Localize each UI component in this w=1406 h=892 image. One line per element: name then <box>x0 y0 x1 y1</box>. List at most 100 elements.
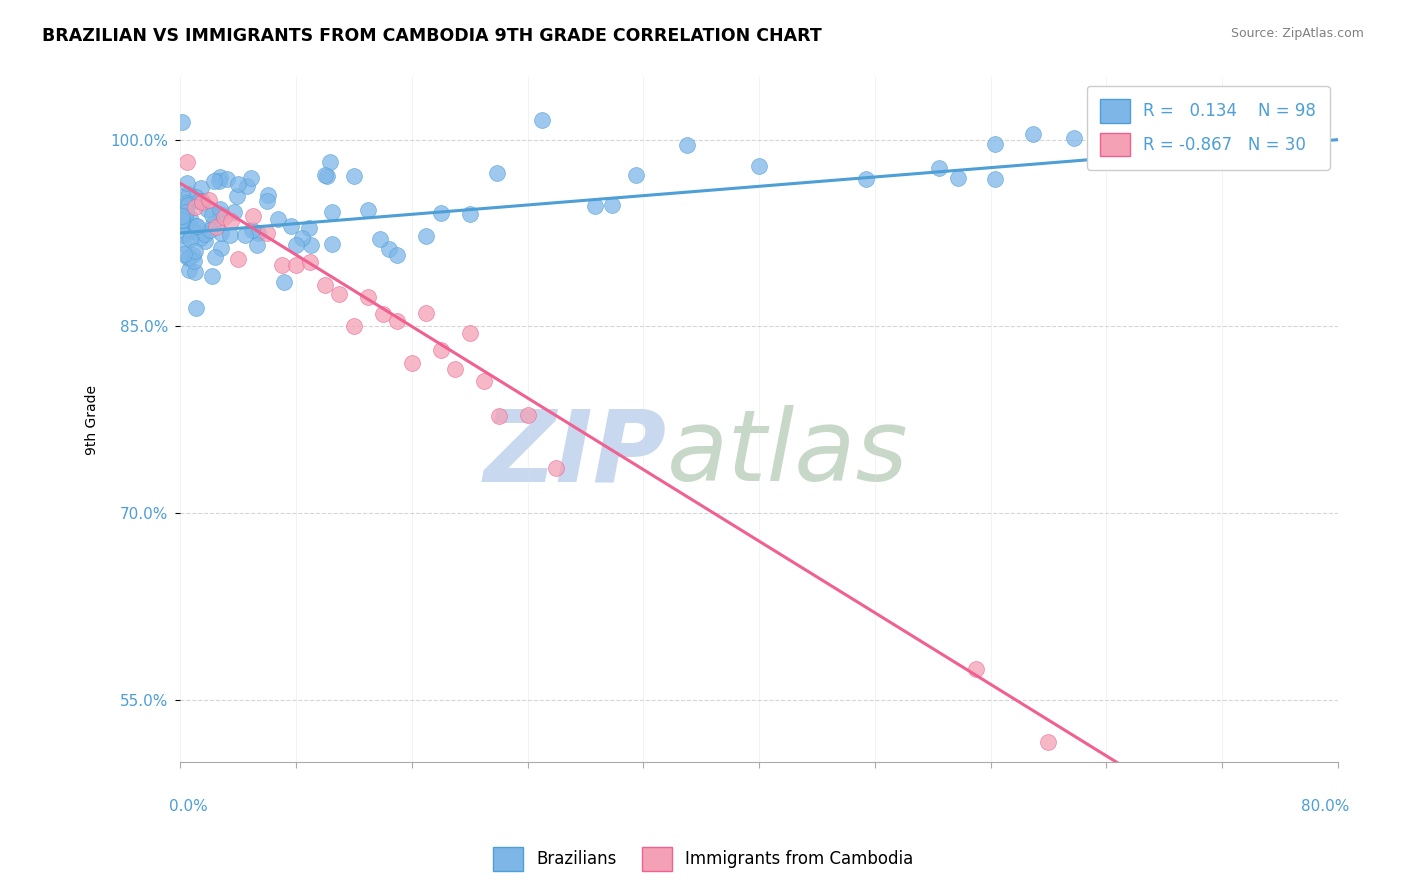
Point <box>184 265 207 279</box>
Point <box>204 251 226 265</box>
Point <box>291 231 314 245</box>
Text: 0.0%: 0.0% <box>169 799 208 814</box>
Point <box>486 166 509 180</box>
Point <box>176 176 198 190</box>
Point <box>202 174 225 188</box>
Point <box>315 169 337 183</box>
Legend: R =   0.134    N = 98, R = -0.867   N = 30: R = 0.134 N = 98, R = -0.867 N = 30 <box>1087 86 1330 169</box>
Point <box>172 214 194 228</box>
Point <box>208 174 231 188</box>
Point <box>190 194 212 209</box>
Point <box>209 226 232 240</box>
Point <box>219 228 242 243</box>
Point <box>675 138 697 153</box>
Point <box>285 258 308 272</box>
Point <box>1153 111 1175 125</box>
Point <box>217 172 239 186</box>
Point <box>198 193 221 207</box>
Point <box>188 194 211 209</box>
Point <box>415 229 437 244</box>
Point <box>855 171 877 186</box>
Text: Source: ZipAtlas.com: Source: ZipAtlas.com <box>1230 27 1364 40</box>
Point <box>198 222 221 236</box>
Point <box>201 217 224 231</box>
Point <box>179 211 201 225</box>
Point <box>180 220 202 235</box>
Point <box>219 214 242 228</box>
Point <box>429 206 451 220</box>
Point <box>928 161 950 175</box>
Point <box>546 461 568 475</box>
Point <box>600 198 623 212</box>
Point <box>236 178 259 193</box>
Point <box>191 195 214 210</box>
Point <box>184 301 207 315</box>
Point <box>368 232 391 246</box>
Point <box>267 212 290 227</box>
Point <box>194 227 217 241</box>
Point <box>176 252 198 266</box>
Point <box>429 343 451 357</box>
Point <box>415 306 437 320</box>
Point <box>748 159 770 173</box>
Point <box>458 326 481 341</box>
Text: 80.0%: 80.0% <box>1301 799 1350 814</box>
Point <box>387 248 409 262</box>
Point <box>177 250 200 264</box>
Point <box>321 204 343 219</box>
Point <box>530 112 553 127</box>
Point <box>343 318 366 333</box>
Point <box>488 409 510 424</box>
Point <box>343 169 366 184</box>
Point <box>174 205 197 219</box>
Point <box>371 307 394 321</box>
Point <box>190 181 212 195</box>
Point <box>1109 129 1132 144</box>
Point <box>177 263 200 277</box>
Point <box>177 198 200 212</box>
Text: BRAZILIAN VS IMMIGRANTS FROM CAMBODIA 9TH GRADE CORRELATION CHART: BRAZILIAN VS IMMIGRANTS FROM CAMBODIA 9T… <box>42 27 823 45</box>
Point <box>172 189 194 203</box>
Text: ZIP: ZIP <box>484 405 666 502</box>
Point <box>183 254 205 268</box>
Point <box>176 196 198 211</box>
Point <box>401 356 423 370</box>
Point <box>280 219 302 234</box>
Point <box>170 213 193 227</box>
Point <box>209 241 232 255</box>
Point <box>246 238 269 252</box>
Point <box>183 244 205 258</box>
Point <box>172 209 194 223</box>
Point <box>378 242 401 256</box>
Point <box>387 313 409 327</box>
Point <box>285 237 308 252</box>
Point <box>177 186 200 201</box>
Point <box>226 189 249 203</box>
Point <box>239 171 262 186</box>
Point <box>314 278 336 293</box>
Point <box>176 221 198 235</box>
Point <box>181 248 204 262</box>
Point <box>357 202 380 217</box>
Point <box>965 662 987 676</box>
Point <box>299 237 322 252</box>
Point <box>200 208 222 222</box>
Point <box>1038 735 1060 749</box>
Point <box>184 225 207 239</box>
Point <box>209 170 232 185</box>
Point <box>273 275 295 289</box>
Point <box>195 202 218 216</box>
Point <box>583 199 606 213</box>
Point <box>208 202 231 216</box>
Legend: Brazilians, Immigrants from Cambodia: Brazilians, Immigrants from Cambodia <box>485 839 921 880</box>
Point <box>172 227 194 242</box>
Point <box>319 155 342 169</box>
Point <box>233 228 256 243</box>
Point <box>321 236 343 251</box>
Point <box>444 362 467 376</box>
Point <box>222 205 245 219</box>
Point <box>208 207 231 221</box>
Point <box>201 269 224 284</box>
Point <box>240 223 263 237</box>
Point <box>173 247 195 261</box>
